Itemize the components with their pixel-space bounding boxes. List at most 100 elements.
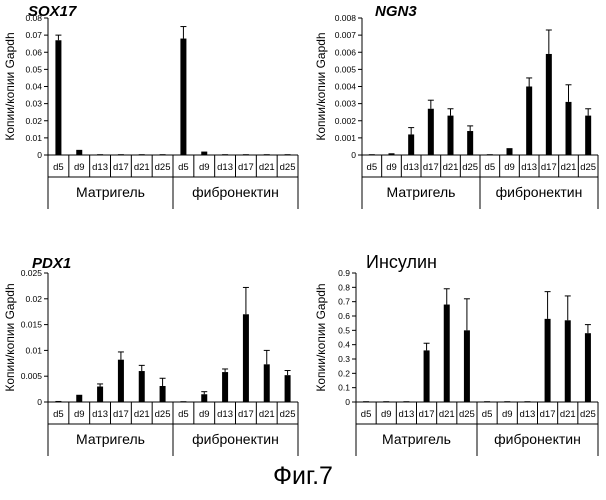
x-tick-label: d9 [381,409,392,420]
x-tick-label: d13 [92,409,108,420]
bar [180,39,186,155]
x-tick-label: d13 [92,162,108,173]
y-tick-label: 0 [351,150,356,160]
y-tick-label: 0.008 [335,13,357,23]
x-tick-label: d21 [439,409,455,420]
bar [585,333,591,402]
x-tick-label: d21 [134,162,150,173]
x-tick-label: d9 [199,409,210,420]
chart-panel-2: NGN3Копии/копии Gapdh00.0010.0020.0030.0… [314,3,598,209]
bar [585,116,591,155]
bar [408,134,414,155]
x-tick-label: d9 [386,162,397,173]
bar [424,350,430,402]
bar [545,319,551,402]
y-tick-label: 0 [37,150,42,160]
bar [139,154,145,155]
y-tick-label: 0.02 [25,294,42,304]
chart-title: NGN3 [375,3,417,20]
x-tick-label: d5 [53,409,64,420]
bar [201,394,207,402]
bar [524,401,530,402]
y-tick-label: 0.004 [335,82,357,92]
x-tick-label: d17 [423,162,439,173]
group-label: Матригель [382,431,451,447]
bar [160,386,166,402]
bar [97,387,103,402]
bar [118,360,124,402]
x-tick-label: d17 [541,162,557,173]
y-tick-label: 0.5 [338,325,350,335]
y-tick-label: 0.07 [25,30,42,40]
bar [383,401,389,402]
bar [97,154,103,155]
y-axis-label: Копии/копии Gapdh [314,283,328,391]
x-tick-label: d13 [398,409,414,420]
y-tick-label: 0.05 [25,64,42,74]
bar [264,154,270,155]
x-tick-label: d13 [217,409,233,420]
x-tick-label: d13 [217,162,233,173]
chart-panel-3: PDX1Копии/копии Gapdh00.0050.010.0150.02… [3,255,298,456]
bar [55,40,61,155]
bar [264,364,270,402]
y-tick-label: 0 [345,397,350,407]
bar [526,87,532,156]
x-tick-label: d21 [443,162,459,173]
bar [118,154,124,155]
x-tick-label: d17 [540,409,556,420]
figure-caption: Фиг.7 [0,462,606,491]
group-label: Матригель [76,184,145,200]
x-tick-label: d25 [580,409,596,420]
x-tick-label: d5 [53,162,64,173]
bar [464,330,470,402]
x-tick-label: d5 [361,409,372,420]
y-axis-label: Копии/копии Gapdh [314,32,328,140]
y-tick-label: 0.6 [338,311,350,321]
y-axis-label: Копии/копии Gapdh [3,283,17,391]
x-tick-label: d5 [482,409,493,420]
x-tick-label: d25 [155,409,171,420]
bar [504,401,510,402]
y-tick-label: 0.005 [335,64,357,74]
y-tick-label: 0.7 [338,297,350,307]
x-tick-label: d17 [113,409,129,420]
x-tick-label: d5 [367,162,378,173]
y-tick-label: 0.02 [25,116,42,126]
y-tick-label: 0.2 [338,368,350,378]
x-tick-label: d13 [403,162,419,173]
y-tick-label: 0.015 [21,320,43,330]
x-tick-label: d25 [459,409,475,420]
bar [76,150,82,155]
x-tick-label: d9 [74,409,85,420]
x-tick-label: d25 [280,162,296,173]
bar [566,102,572,155]
y-tick-label: 0.08 [25,13,42,23]
y-tick-label: 0.8 [338,282,350,292]
group-label: Матригель [76,431,145,447]
y-tick-label: 0 [37,397,42,407]
y-tick-label: 0.4 [338,340,350,350]
x-tick-label: d9 [74,162,85,173]
x-tick-label: d5 [178,409,189,420]
group-label: фибронектин [496,184,583,200]
y-tick-label: 0.03 [25,99,42,109]
x-tick-label: d21 [561,162,577,173]
bar [243,154,249,155]
group-label: фибронектин [494,431,581,447]
y-tick-label: 0.005 [21,371,43,381]
x-tick-label: d21 [259,409,275,420]
bar [428,109,434,155]
bar [201,152,207,155]
x-tick-label: d13 [519,409,535,420]
y-tick-label: 0.002 [335,116,357,126]
chart-panel-1: SOX17Копии/копии Gapdh00.010.020.030.040… [3,3,298,209]
bar [363,401,369,402]
group-label: Матригель [387,184,456,200]
x-tick-label: d25 [280,409,296,420]
x-tick-label: d13 [521,162,537,173]
chart-panel-4: ИнсулинКопии/копии Gapdh00.10.20.30.40.5… [314,252,598,456]
y-tick-label: 0.06 [25,47,42,57]
bar [467,131,473,155]
